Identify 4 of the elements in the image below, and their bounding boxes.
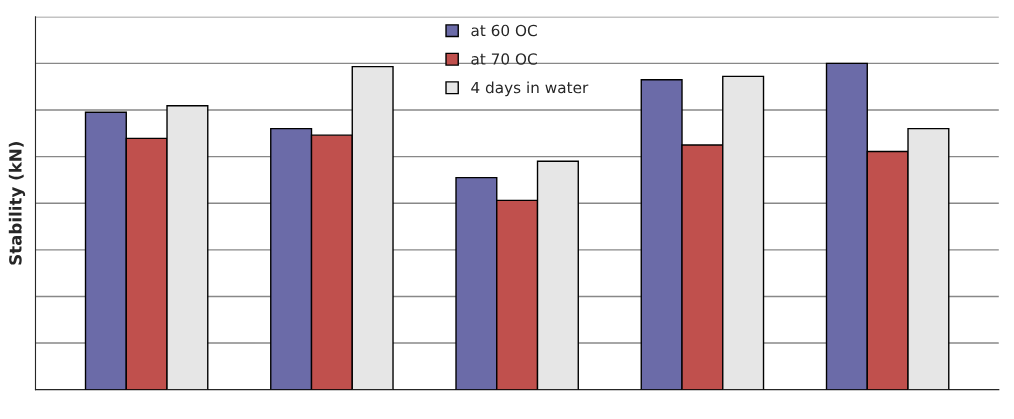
- legend-label: at 70 OC: [471, 53, 537, 65]
- legend-label: 4 days in water: [471, 81, 589, 97]
- legend-label: at 60 OC: [471, 24, 537, 37]
- y-axis-title: Stability (kN): [8, 142, 26, 265]
